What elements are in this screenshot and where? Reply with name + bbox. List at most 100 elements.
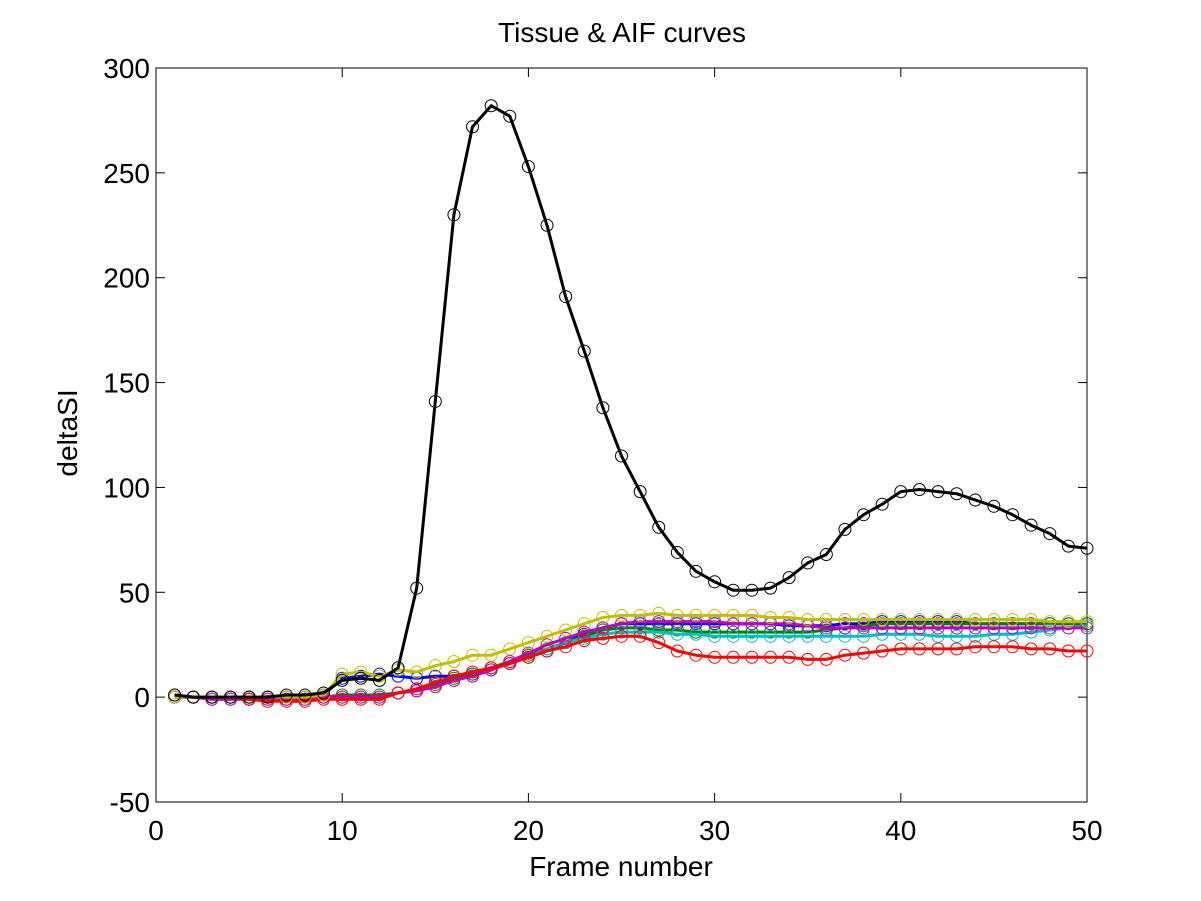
y-tick-label: 0 bbox=[134, 682, 150, 713]
series-point-5 bbox=[261, 694, 275, 708]
series-point-6 bbox=[968, 613, 982, 627]
series-point-4 bbox=[931, 621, 945, 635]
series-point-5 bbox=[410, 682, 424, 696]
series-point-5 bbox=[987, 640, 1001, 654]
series-point-2 bbox=[894, 617, 908, 631]
series-point-6 bbox=[503, 642, 517, 656]
series-point-0 bbox=[186, 690, 200, 704]
series-point-6 bbox=[410, 665, 424, 679]
series-point-5 bbox=[521, 650, 535, 664]
series-point-3 bbox=[615, 625, 628, 639]
series-point-0 bbox=[410, 581, 424, 595]
series-point-0 bbox=[745, 583, 759, 597]
series-point-5 bbox=[577, 634, 591, 648]
series-point-0 bbox=[428, 394, 442, 408]
series-point-5 bbox=[838, 648, 852, 662]
series-line-4 bbox=[174, 620, 1087, 701]
x-tick-label: 20 bbox=[513, 815, 544, 846]
series-point-4 bbox=[559, 631, 573, 645]
y-tick-label: 50 bbox=[119, 577, 150, 608]
series-point-2 bbox=[968, 617, 982, 631]
series-point-5 bbox=[763, 650, 777, 664]
series-point-0 bbox=[354, 671, 368, 685]
series-point-5 bbox=[1006, 640, 1020, 654]
series-point-6 bbox=[875, 613, 889, 627]
series-point-2 bbox=[763, 625, 777, 639]
series-point-6 bbox=[596, 610, 610, 624]
series-point-6 bbox=[633, 608, 647, 622]
series-point-5 bbox=[745, 650, 759, 664]
series-point-3 bbox=[745, 629, 759, 643]
series-point-4 bbox=[875, 621, 889, 635]
series-point-3 bbox=[633, 625, 647, 639]
series-point-0 bbox=[559, 290, 573, 304]
series-point-0 bbox=[1080, 541, 1094, 555]
series-point-0 bbox=[521, 160, 535, 174]
series-point-4 bbox=[838, 621, 852, 635]
axes-box bbox=[155, 67, 1088, 803]
series-point-6 bbox=[670, 608, 684, 622]
series-point-6 bbox=[1061, 615, 1075, 629]
series-point-0 bbox=[391, 661, 405, 675]
series-point-5 bbox=[801, 652, 815, 666]
series-point-0 bbox=[372, 673, 386, 687]
series-point-0 bbox=[819, 548, 833, 562]
series-point-4 bbox=[577, 625, 591, 639]
series-point-2 bbox=[987, 617, 1001, 631]
series-point-5 bbox=[354, 692, 368, 706]
series-point-0 bbox=[205, 690, 219, 704]
y-tick-label: 200 bbox=[103, 263, 150, 294]
series-point-3 bbox=[801, 629, 815, 643]
series-point-5 bbox=[633, 629, 647, 643]
series-point-4 bbox=[1024, 621, 1038, 635]
series-point-4 bbox=[857, 621, 871, 635]
series-point-0 bbox=[875, 497, 889, 511]
series-point-6 bbox=[838, 613, 852, 627]
y-tick-label: 100 bbox=[103, 472, 150, 503]
series-point-6 bbox=[1043, 615, 1057, 629]
series-point-5 bbox=[596, 631, 610, 645]
series-point-5 bbox=[968, 640, 982, 654]
series-point-5 bbox=[782, 650, 796, 664]
series-point-4 bbox=[950, 621, 964, 635]
series-point-6 bbox=[447, 654, 461, 668]
series-point-5 bbox=[335, 692, 349, 706]
series-point-2 bbox=[745, 625, 759, 639]
series-point-3 bbox=[708, 629, 722, 643]
series-point-0 bbox=[223, 690, 237, 704]
series-point-5 bbox=[912, 642, 926, 656]
series-point-0 bbox=[726, 583, 740, 597]
chart-title: Tissue & AIF curves bbox=[498, 17, 746, 48]
series-point-0 bbox=[298, 688, 312, 702]
series-point-5 bbox=[1024, 642, 1038, 656]
series-point-6 bbox=[1080, 615, 1094, 629]
series-point-5 bbox=[1043, 642, 1057, 656]
y-tick-label: 300 bbox=[103, 53, 150, 84]
series-point-5 bbox=[540, 644, 554, 658]
series-point-6 bbox=[1006, 613, 1020, 627]
x-tick-label: 50 bbox=[1071, 815, 1102, 846]
series-point-3 bbox=[726, 629, 740, 643]
series-point-0 bbox=[857, 508, 871, 522]
series-point-0 bbox=[801, 556, 815, 570]
series-point-4 bbox=[615, 617, 628, 631]
series-point-2 bbox=[670, 623, 684, 637]
series-point-0 bbox=[931, 485, 945, 499]
series-point-3 bbox=[968, 629, 982, 643]
series-point-5 bbox=[1080, 644, 1094, 658]
series-point-5 bbox=[428, 675, 442, 689]
series-point-5 bbox=[391, 686, 405, 700]
series-point-6 bbox=[987, 613, 1001, 627]
series-point-6 bbox=[559, 623, 573, 637]
series-point-5 bbox=[447, 669, 461, 683]
series-line-5 bbox=[174, 634, 1087, 703]
series-point-3 bbox=[652, 625, 666, 639]
series-point-5 bbox=[615, 629, 628, 643]
series-point-6 bbox=[857, 613, 871, 627]
series-point-0 bbox=[652, 520, 666, 534]
series-point-5 bbox=[503, 657, 517, 671]
series-point-0 bbox=[261, 690, 275, 704]
series-point-3 bbox=[782, 629, 796, 643]
series-point-3 bbox=[931, 629, 945, 643]
